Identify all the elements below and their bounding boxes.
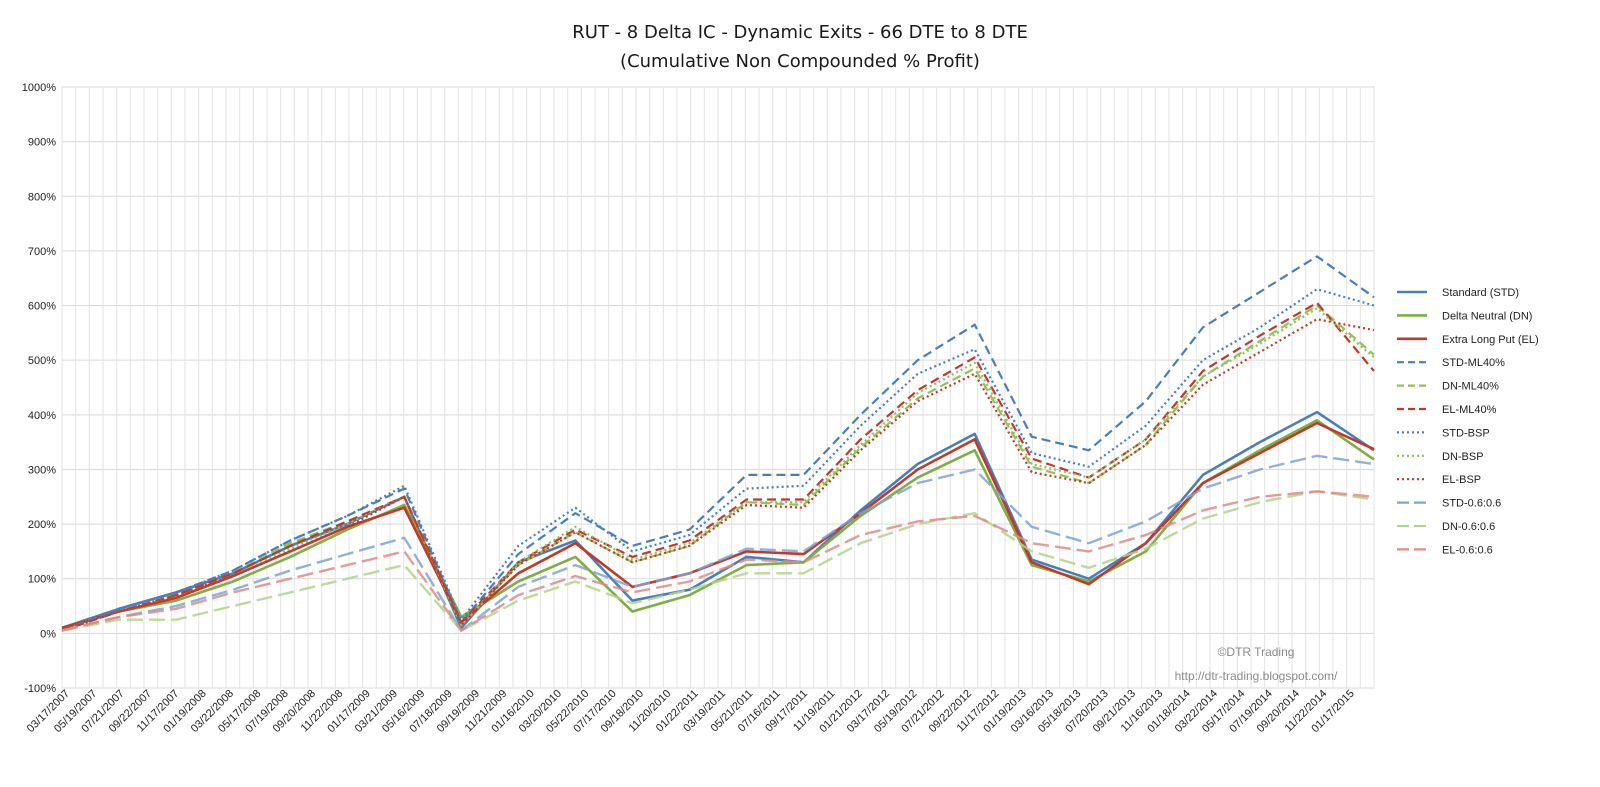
legend-entry: Standard (STD) [1442, 287, 1519, 299]
legend-entry: DN-BSP [1442, 451, 1484, 463]
series-line-std-0-6-0-6 [61, 454, 1375, 632]
legend-entry: DN-ML40% [1442, 381, 1499, 393]
legend-entry: EL-0.6:0.6 [1442, 544, 1493, 556]
series-line-dn-bsp [61, 307, 1375, 632]
chart-subtitle: (Cumulative Non Compounded % Profit) [620, 51, 980, 72]
series-line-el-ml40 [61, 301, 1375, 632]
legend-entry: STD-0.6:0.6 [1442, 498, 1501, 510]
legend-entry: EL-ML40% [1442, 404, 1497, 416]
legend: Standard (STD) Delta Neutral (DN) Extra Lo… [1397, 287, 1539, 556]
watermark-url: http://dtr-trading.blogspot.com/ [1175, 669, 1338, 683]
legend-entry: Delta Neutral (DN) [1442, 310, 1532, 322]
y-tick-label: 200% [28, 519, 56, 531]
series-line-el-bsp [61, 318, 1375, 632]
watermark-copyright: ©DTR Trading [1218, 645, 1295, 659]
y-tick-label: 800% [28, 191, 56, 203]
legend-entry: STD-BSP [1442, 427, 1490, 439]
series-line-std-bsp [61, 288, 1375, 632]
y-tick-label: -100% [24, 683, 56, 695]
y-tick-label: 900% [28, 137, 56, 149]
gridlines [61, 86, 1375, 689]
series-line-std-ml40 [61, 255, 1375, 632]
y-tick-label: 400% [28, 410, 56, 422]
y-tick-label: 500% [28, 355, 56, 367]
legend-entry: STD-ML40% [1442, 357, 1505, 369]
legend-entry: Extra Long Put (EL) [1442, 334, 1539, 346]
x-axis: 03/17/200705/19/200707/21/200709/22/2007… [25, 688, 1357, 735]
y-axis: -100% 0% 100% 200% 300% 400% 500% 600% 700% 800% 9… [22, 82, 56, 695]
y-tick-label: 1000% [22, 82, 56, 94]
y-tick-label: 600% [28, 301, 56, 313]
y-tick-label: 100% [28, 574, 56, 586]
series-line-el-0-6-0-6 [61, 490, 1375, 632]
y-tick-label: 0% [40, 628, 56, 640]
legend-entry: EL-BSP [1442, 474, 1481, 486]
series-line-dn-0-6-0-6 [61, 490, 1375, 632]
series-line-delta-neutral-dn [61, 419, 1375, 630]
legend-entry: DN-0.6:0.6 [1442, 521, 1495, 533]
chart-title: RUT - 8 Delta IC - Dynamic Exits - 66 DT… [572, 22, 1028, 43]
y-tick-label: 700% [28, 246, 56, 258]
series-layer [61, 255, 1375, 632]
y-tick-label: 300% [28, 464, 56, 476]
